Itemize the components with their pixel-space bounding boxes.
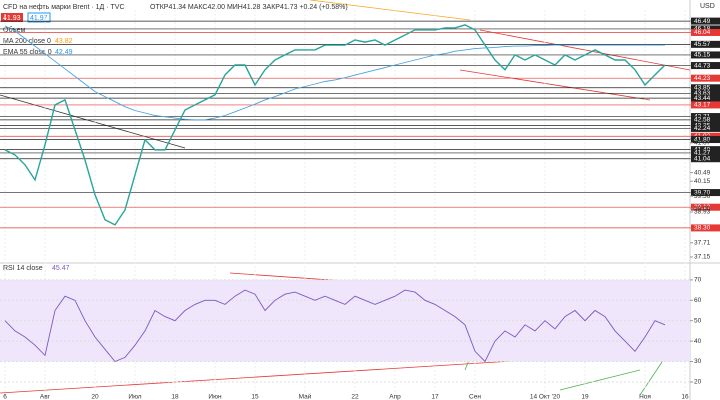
x-tick-label: Апр: [389, 394, 401, 400]
price-label-box: [691, 94, 720, 102]
y-tick-label: 40.49: [694, 169, 711, 176]
ask-box: [27, 12, 51, 23]
title: CFD на нефть марки Brent · 1Д · TVC: [3, 4, 125, 11]
x-tick-label: Авг: [40, 394, 51, 400]
price-label-box: [691, 28, 720, 36]
price-label-box: [691, 25, 720, 33]
indicator-name: MA 200 close 0: [3, 38, 51, 45]
x-tick-label: Июн: [208, 394, 222, 400]
rsi-title: RSI 14 close: [3, 265, 43, 272]
bid-box: [1, 13, 23, 22]
ask: 41.97: [30, 15, 48, 22]
price-label-box: [691, 51, 720, 59]
y-tick-label: 43.85: [694, 84, 711, 91]
y-tick-label: 20: [694, 379, 702, 386]
y-tick-label: 39.70: [694, 189, 711, 196]
currency: USD: [700, 3, 715, 10]
price-label-box: [691, 149, 720, 157]
price-label-box: [691, 40, 720, 48]
x-tick-label: 14 Окт '20: [530, 394, 561, 400]
y-tick-label: 41.67: [694, 140, 711, 147]
x-tick-label: 16: [681, 394, 689, 400]
y-tick-label: 46.49: [694, 18, 711, 25]
x-tick-label: 6: [3, 394, 7, 400]
price-label-box: [691, 224, 720, 232]
price-label-box: [691, 203, 720, 211]
x-tick-label: 17: [431, 394, 439, 400]
y-tick-label: 30: [694, 358, 702, 365]
y-tick-label: 39.56: [694, 193, 711, 200]
x-tick-label: 20: [91, 394, 99, 400]
x-tick-label: Июл: [128, 394, 141, 400]
price-label-box: [691, 124, 720, 132]
x-tick-label: Ноя: [639, 394, 651, 400]
x-tick-label: Сен: [469, 394, 481, 400]
series-line: [4, 289, 666, 363]
y-tick-label: 38.30: [694, 225, 711, 232]
price-label-box: [691, 189, 720, 197]
y-tick-label: 43.44: [694, 95, 711, 102]
price-label-box: [691, 84, 720, 92]
y-tick-label: 41.27: [694, 150, 711, 157]
bid: 41.93: [3, 15, 21, 22]
indicator-name: EMA 55 close 0: [3, 49, 52, 56]
price-label-box: [691, 17, 720, 25]
indicator-value: 42.49: [55, 49, 73, 56]
y-tick-label: 41.04: [694, 155, 711, 162]
y-tick-label: 44.23: [694, 75, 711, 82]
y-tick-label: 37.15: [694, 254, 711, 261]
y-tick-label: 44.73: [694, 62, 711, 69]
y-tick-label: 60: [694, 297, 702, 304]
y-tick-label: 38.93: [694, 209, 711, 216]
price-label-box: [691, 62, 720, 70]
y-tick-label: 42.58: [694, 117, 711, 124]
series-line: [4, 25, 665, 121]
y-tick-label: 39.12: [694, 204, 711, 211]
series-line: [4, 24, 666, 226]
y-tick-label: 37.71: [694, 240, 711, 247]
price-label-box: [691, 74, 720, 82]
price-label-box: [691, 89, 720, 97]
y-tick-label: 45.57: [694, 41, 711, 48]
y-tick-label: 42.24: [694, 125, 711, 132]
y-tick-label: 40: [694, 338, 702, 345]
indicator-value: 43.82: [55, 38, 73, 45]
y-tick-label: 50: [694, 317, 702, 324]
y-tick-label: 40.15: [694, 178, 711, 185]
y-tick-label: 45.15: [694, 52, 711, 59]
x-tick-label: 22: [351, 394, 359, 400]
price-label-box: [691, 155, 720, 163]
x-tick-label: Май: [299, 393, 312, 400]
volume-label: Объем: [3, 26, 25, 34]
x-tick-label: 19: [581, 394, 589, 400]
price-label-box: [691, 136, 720, 144]
x-tick-label: 15: [251, 394, 259, 400]
ohlc: ОТКР41.34 МАКС42.00 МИН41.28 ЗАКР41.73 +…: [150, 4, 348, 11]
y-tick-label: 39.06: [694, 205, 711, 212]
price-label-box: [691, 101, 720, 109]
y-tick-label: 70: [694, 277, 702, 284]
y-tick-label: 46.04: [694, 29, 711, 36]
rsi-value: 45.47: [52, 265, 70, 272]
price-label-box: [691, 116, 720, 124]
x-tick-label: 18: [171, 394, 179, 400]
y-tick-label: 43.17: [694, 102, 711, 109]
y-tick-label: 43.63: [694, 90, 711, 97]
y-tick-label: 41.80: [694, 136, 711, 143]
